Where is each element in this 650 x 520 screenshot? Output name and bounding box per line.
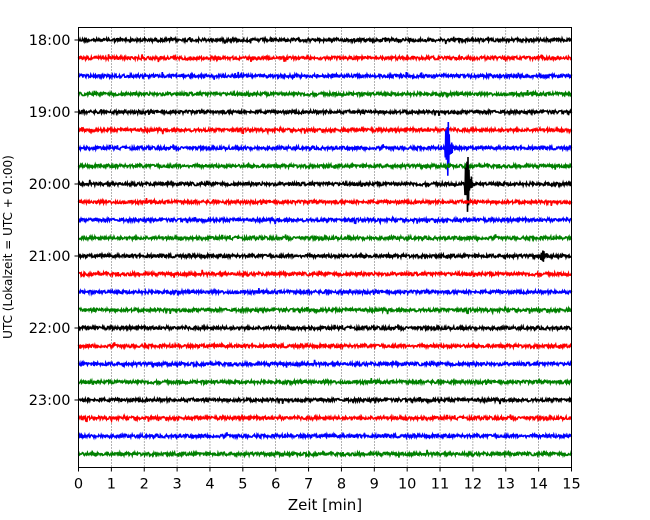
x-tick-label: 6 (271, 477, 280, 493)
x-tick-label: 3 (172, 477, 181, 493)
y-tick-label: 23:00 (29, 393, 71, 409)
trace-line (77, 269, 573, 279)
trace-line (77, 71, 573, 81)
trace-line (78, 35, 572, 45)
x-axis-ticks: 0 1 2 3 4 5 6 7 8 9 10 11 12 13 14 15 (74, 467, 581, 493)
trace-line (78, 215, 573, 226)
y-tick-label: 22:00 (29, 321, 71, 337)
trace-line (77, 125, 573, 136)
trace-line (77, 250, 572, 262)
trace-line (77, 395, 573, 405)
x-tick-label: 13 (497, 477, 515, 493)
y-tick-label: 18:00 (29, 33, 71, 49)
x-tick-label: 2 (140, 477, 149, 493)
y-tick-label: 21:00 (29, 249, 71, 265)
trace-line (78, 304, 572, 316)
trace-line (77, 413, 572, 424)
x-tick-label: 10 (398, 477, 416, 493)
y-tick-label: 19:00 (29, 105, 71, 121)
trace-line (77, 197, 573, 207)
x-axis-label: Zeit [min] (288, 496, 362, 514)
x-tick-label: 8 (337, 477, 346, 493)
trace-series (77, 35, 573, 459)
trace-line (77, 53, 573, 63)
y-axis-label: UTC (Lokalzeit = UTC + 01:00) (1, 155, 15, 339)
trace-line (77, 121, 573, 176)
trace-line (77, 233, 573, 243)
x-tick-label: 11 (431, 477, 449, 493)
trace-line (77, 449, 573, 459)
plot-frame (78, 27, 572, 468)
x-tick-label: 15 (562, 477, 580, 493)
x-tick-label: 9 (370, 477, 379, 493)
trace-line (77, 89, 573, 99)
trace-line (77, 359, 573, 369)
trace-line (78, 377, 572, 387)
trace-line (77, 287, 573, 297)
y-axis-ticks: 18:00 19:00 20:00 21:00 22:00 23:00 (29, 33, 79, 409)
trace-line (77, 431, 573, 441)
vertical-grid (111, 27, 539, 468)
x-tick-label: 4 (205, 477, 214, 493)
x-tick-label: 5 (238, 477, 247, 493)
trace-line (77, 107, 573, 117)
trace-line (77, 156, 572, 212)
x-tick-label: 14 (529, 477, 547, 493)
trace-line (77, 323, 573, 333)
x-tick-label: 1 (107, 477, 116, 493)
y-tick-label: 20:00 (29, 177, 71, 193)
trace-line (77, 341, 572, 351)
x-tick-label: 7 (304, 477, 313, 493)
x-tick-label: 0 (74, 477, 83, 493)
x-tick-label: 12 (464, 477, 482, 493)
trace-line (77, 161, 573, 171)
